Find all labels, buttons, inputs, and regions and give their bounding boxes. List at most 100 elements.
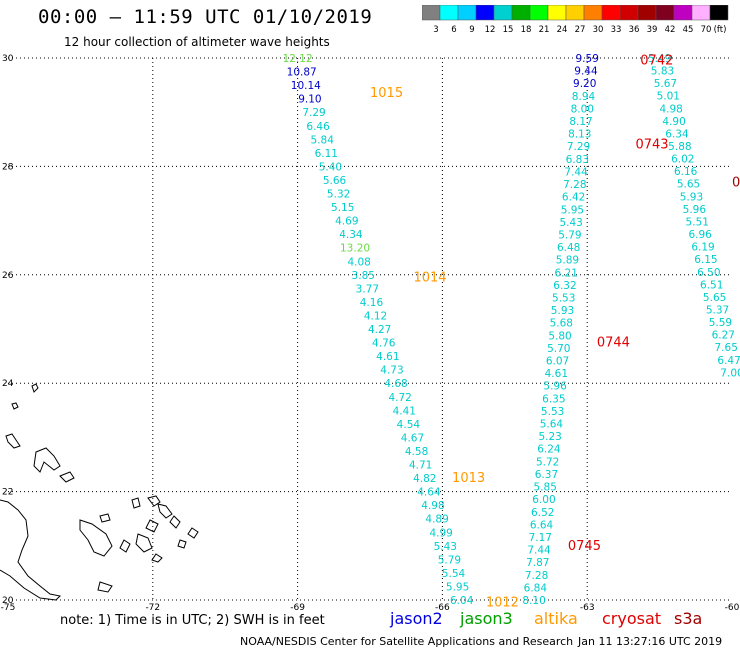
footer-timestamp: Jan 11 13:27:16 UTC 2019 xyxy=(577,635,722,648)
wave-height-value: 5.79 xyxy=(558,229,581,241)
wave-height-value: 6.16 xyxy=(674,166,698,178)
wave-height-value: 5.96 xyxy=(683,204,707,216)
wave-height-value: 5.72 xyxy=(536,456,559,468)
wave-height-value: 5.65 xyxy=(677,179,700,191)
wave-height-value: 6.37 xyxy=(535,469,558,481)
wave-height-value: 5.40 xyxy=(319,161,342,173)
wave-height-value: 5.37 xyxy=(706,304,729,316)
wave-height-value: 5.53 xyxy=(541,406,564,418)
island-outline xyxy=(147,495,161,507)
wave-height-value: 4.58 xyxy=(405,446,428,458)
wave-height-value: 6.04 xyxy=(450,595,474,607)
pass-time-label: 0743 xyxy=(635,138,668,153)
wave-height-value: 5.80 xyxy=(548,330,571,342)
wave-height-value: 7.65 xyxy=(715,342,738,354)
pass-time-label: 1013 xyxy=(452,471,485,486)
longitude-tick-label: -66 xyxy=(435,603,450,613)
wave-height-value: 5.93 xyxy=(680,191,703,203)
wave-height-value: 4.72 xyxy=(388,392,411,404)
wave-height-value: 6.83 xyxy=(566,154,589,166)
wave-height-value: 3.85 xyxy=(352,270,375,282)
wave-height-value: 6.27 xyxy=(712,330,735,342)
wave-height-value: 6.15 xyxy=(694,254,717,266)
wave-height-value: 4.64 xyxy=(417,487,441,499)
wave-height-value: 9.20 xyxy=(573,78,596,90)
pass-time-label: 1014 xyxy=(413,271,446,286)
island-outline xyxy=(169,515,181,529)
island-outline xyxy=(97,581,113,593)
axis-tick-labels: 30 28 26 24 22 20-75 -72 -69 -66 -63 -60 xyxy=(1,54,740,613)
longitude-tick-label: -69 xyxy=(290,603,305,613)
wave-height-value: 6.24 xyxy=(537,444,561,456)
wave-height-value: 5.68 xyxy=(550,318,573,330)
colorbar-label: 9 xyxy=(469,25,474,35)
colorbar-label: (ft) xyxy=(714,25,727,35)
wave-height-value: 6.19 xyxy=(691,242,714,254)
longitude-tick-label: -60 xyxy=(725,603,740,613)
wave-height-value: 7.29 xyxy=(302,107,325,119)
wave-height-value: 6.64 xyxy=(530,519,554,531)
wave-height-value: 4.34 xyxy=(339,229,363,241)
wave-height-value: 6.11 xyxy=(315,148,338,160)
wave-height-value: 9.10 xyxy=(298,94,321,106)
colorbar-label: 33 xyxy=(611,25,622,35)
island-outline xyxy=(31,383,39,393)
island-outline xyxy=(99,513,111,523)
footer-area: note: 1) Time is in UTC; 2) SWH is in fe… xyxy=(60,609,722,648)
wave-height-value: 8.10 xyxy=(522,595,545,607)
wave-height-value: 5.83 xyxy=(651,66,674,78)
wave-height-value: 4.54 xyxy=(397,419,421,431)
longitude-tick-label: -72 xyxy=(145,603,160,613)
pass-time-label: 1015 xyxy=(370,86,403,101)
wave-height-value: 5.43 xyxy=(559,217,582,229)
wave-height-value: 4.61 xyxy=(545,368,568,380)
wave-height-value: 4.67 xyxy=(401,432,424,444)
wave-height-value: 6.21 xyxy=(555,267,578,279)
wave-height-value: 6.32 xyxy=(553,280,576,292)
wave-height-value: 6.00 xyxy=(532,494,555,506)
wave-height-value: 5.64 xyxy=(540,419,564,431)
latitude-tick-label: 26 xyxy=(2,271,14,281)
colorbar-label: 45 xyxy=(683,25,694,35)
wave-height-value: 10.14 xyxy=(291,80,321,92)
island-outline xyxy=(5,433,21,449)
island-outline xyxy=(145,519,159,533)
pass-time-label: 0745 xyxy=(568,539,601,554)
wave-height-value: 6.84 xyxy=(524,582,548,594)
pass-time-label: 0744 xyxy=(597,336,630,351)
wave-height-value: 4.99 xyxy=(429,527,452,539)
legend-altika: altika xyxy=(534,609,578,628)
wave-height-value: 5.95 xyxy=(561,204,584,216)
colorbar-label: 15 xyxy=(503,25,514,35)
wave-height-value: 12.12 xyxy=(283,53,313,65)
colorbar-label: 70 xyxy=(701,25,712,35)
lat-lon-grid xyxy=(8,57,732,601)
island-outline xyxy=(187,527,199,539)
wave-height-value: 13.20 xyxy=(340,243,370,255)
colorbar-label: 42 xyxy=(665,25,676,35)
colorbar-label: 30 xyxy=(593,25,604,35)
island-outline xyxy=(177,539,187,549)
wave-height-value: 4.98 xyxy=(659,103,682,115)
longitude-tick-label: -75 xyxy=(1,603,16,613)
colorbar-label: 6 xyxy=(451,25,456,35)
island-outline xyxy=(33,447,61,473)
wave-height-value: 6.50 xyxy=(697,267,720,279)
island-outline xyxy=(79,519,113,557)
wave-height-value: 7.44 xyxy=(564,166,588,178)
wave-height-value: 4.68 xyxy=(384,378,407,390)
wave-height-value: 7.28 xyxy=(525,570,548,582)
wave-height-value: 4.98 xyxy=(421,500,444,512)
wave-height-value: 5.95 xyxy=(446,581,469,593)
wave-height-value: 6.47 xyxy=(717,355,740,367)
pass-time-label: 1012 xyxy=(486,596,519,611)
wave-height-value: 6.51 xyxy=(700,279,723,291)
wave-height-value: 6.42 xyxy=(562,192,585,204)
wave-height-value: 5.67 xyxy=(654,78,677,90)
colorbar-label: 12 xyxy=(485,25,496,35)
pass-time-labels: 1015 1014 1013 1012 0742 0743 0744 0745 01 xyxy=(370,54,740,611)
wave-height-value: 3.77 xyxy=(356,283,379,295)
latitude-tick-label: 24 xyxy=(2,379,14,389)
legend-jason2: jason2 xyxy=(389,609,443,628)
wave-height-value: 7.00 xyxy=(720,367,740,379)
